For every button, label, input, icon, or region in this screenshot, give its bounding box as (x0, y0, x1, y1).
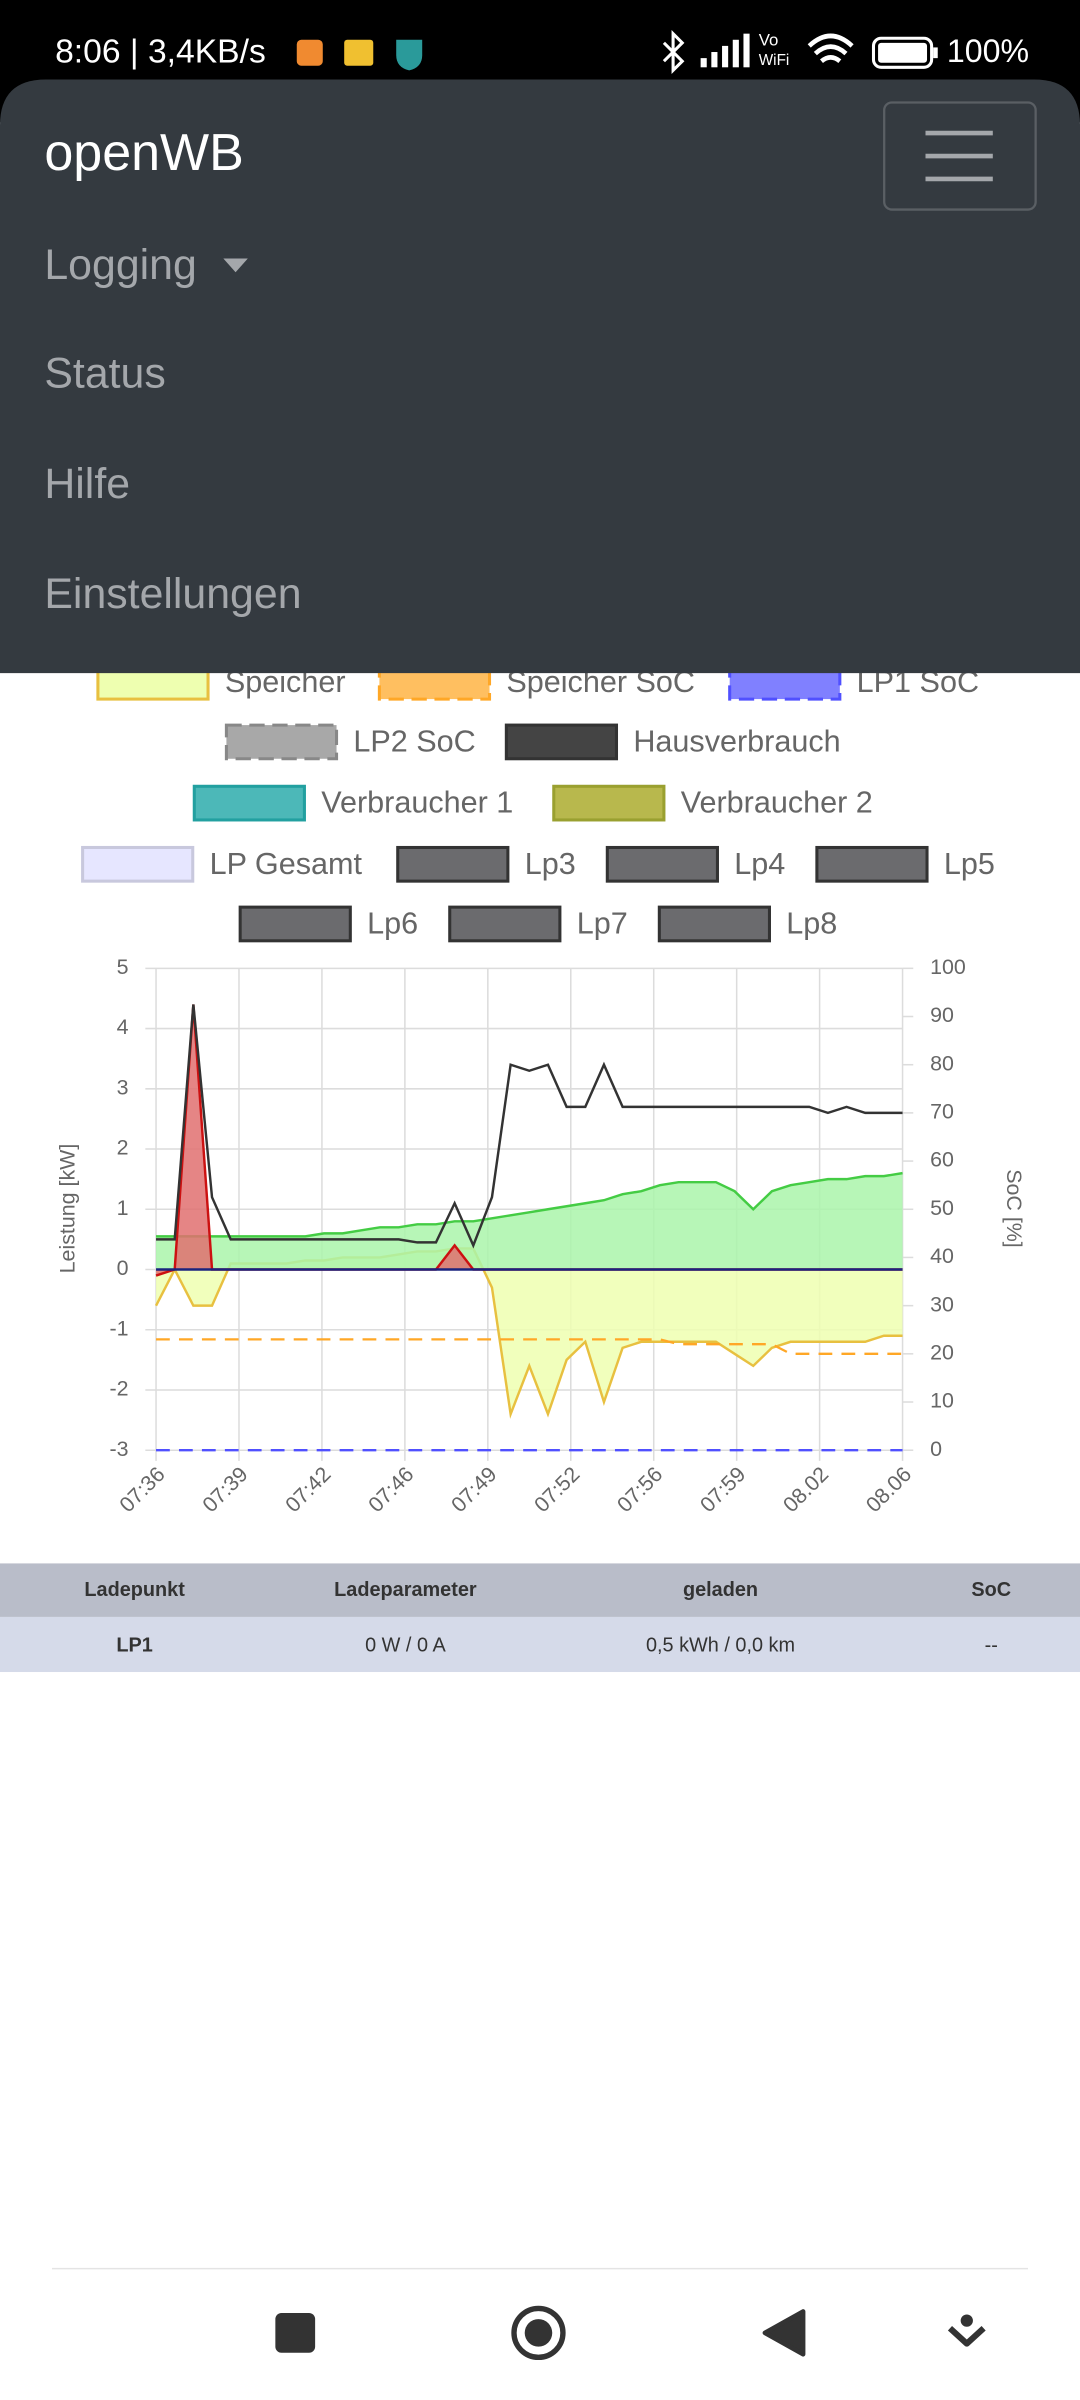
legend-label: LP2 SoC (353, 725, 475, 759)
table-header-cell: geladen (683, 1579, 758, 1601)
legend-swatch (657, 905, 771, 943)
recent-apps-button[interactable] (275, 2312, 316, 2353)
toggler-icon (925, 130, 993, 182)
y2-tick-label: 20 (930, 1340, 954, 1364)
legend-swatch (396, 845, 510, 883)
legend-label: Lp8 (786, 907, 837, 941)
notification-icon (344, 39, 374, 66)
battery-icon (871, 36, 934, 69)
legend-label: Lp6 (367, 907, 418, 941)
y2-tick-label: 100 (930, 955, 966, 979)
legend-swatch (448, 905, 562, 943)
y2-axis-title: SoC [%] (1002, 1169, 1026, 1248)
y2-tick-label: 30 (930, 1292, 954, 1316)
y2-tick-label: 50 (930, 1196, 954, 1220)
navbar: openWB Logging Status Hilfe Einstellunge… (0, 79, 1080, 674)
legend-label: LP Gesamt (210, 847, 363, 881)
y2-tick-label: 90 (930, 1003, 954, 1027)
navbar-bg (0, 79, 1080, 674)
assistant-button[interactable] (947, 2314, 986, 2347)
y2-tick-label: 10 (930, 1389, 954, 1413)
menu-item[interactable]: Status (44, 350, 165, 398)
y2-tick-label: 80 (930, 1051, 954, 1075)
y-tick-label: 4 (117, 1015, 129, 1039)
legend-label: Lp7 (577, 907, 628, 941)
legend-swatch (504, 723, 619, 761)
legend-swatch (192, 784, 306, 822)
table-header-bg (0, 1563, 1080, 1617)
table: Ladepunkt Ladeparameter geladen SoC LP1 0 W /… (0, 1563, 1080, 1673)
dropdown-caret (223, 258, 248, 273)
legend-swatch (552, 784, 666, 822)
y-tick-label: 5 (117, 955, 129, 979)
table-row-bg (0, 1616, 1080, 1673)
y-axis-title: Leistung [kW] (55, 1144, 79, 1274)
y-tick-label: 0 (117, 1256, 129, 1280)
legend-label: Hausverbrauch (633, 725, 840, 759)
legend-swatch (815, 845, 929, 883)
series-area (156, 1173, 903, 1270)
table-header-cell: Ladepunkt (84, 1579, 185, 1601)
table-cell: 0,5 kWh / 0,0 km (646, 1634, 795, 1656)
notification-icon (396, 39, 423, 71)
legend-swatch (238, 905, 352, 943)
legend-label: Lp3 (525, 847, 576, 881)
legend-swatch (81, 845, 195, 883)
home-button[interactable] (511, 2305, 566, 2361)
status-time: 8:06 | 3,4KB/s (55, 33, 266, 70)
back-button[interactable] (762, 2309, 806, 2357)
legend-label: Verbraucher 2 (681, 786, 873, 820)
y-tick-label: -3 (109, 1437, 128, 1461)
battery-tip (933, 47, 938, 59)
menu-item[interactable]: Logging (44, 241, 196, 289)
vowifi-label: Vo (759, 31, 779, 50)
battery-percent: 100% (947, 33, 1029, 69)
table-cell: -- (985, 1634, 998, 1656)
battery-level (878, 42, 928, 63)
y-tick-label: -2 (109, 1377, 128, 1401)
menu-item[interactable]: Einstellungen (44, 570, 301, 618)
legend-swatch (605, 845, 719, 883)
signal-icon (700, 33, 750, 68)
table-header-cell: Ladeparameter (334, 1579, 477, 1601)
bluetooth-icon (662, 29, 685, 75)
table-cell: LP1 (116, 1634, 152, 1656)
series-line (156, 1171, 903, 1238)
y-tick-label: 2 (117, 1136, 129, 1160)
y2-tick-label: 0 (930, 1437, 942, 1461)
brand[interactable]: openWB (44, 124, 243, 182)
vowifi-label: WiFi (759, 52, 790, 69)
y-tick-label: -1 (109, 1316, 128, 1340)
series-area (156, 1248, 903, 1415)
y2-tick-label: 70 (930, 1100, 954, 1124)
y2-tick-label: 40 (930, 1244, 954, 1268)
wifi-icon (807, 33, 854, 64)
navbar-toggler[interactable] (883, 101, 1037, 211)
legend-label: Lp4 (734, 847, 785, 881)
y2-tick-label: 60 (930, 1148, 954, 1172)
y-tick-label: 1 (117, 1196, 129, 1220)
table-cell: 0 W / 0 A (365, 1634, 446, 1656)
legend-swatch (224, 723, 339, 761)
bottom-nav (52, 2267, 1028, 2361)
menu-item[interactable]: Hilfe (44, 460, 130, 508)
series-line (156, 1338, 903, 1355)
series-line (156, 1004, 903, 1249)
y-tick-label: 3 (117, 1075, 129, 1099)
legend-label: Verbraucher 1 (321, 786, 513, 820)
table-header-cell: SoC (971, 1579, 1011, 1601)
legend-label: Lp5 (944, 847, 995, 881)
notification-icon (296, 39, 323, 66)
